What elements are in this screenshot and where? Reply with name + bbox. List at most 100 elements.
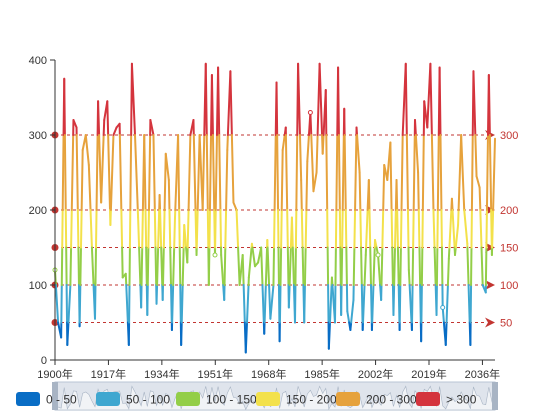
legend-label: 150 - 200 bbox=[286, 393, 337, 407]
series-line-segment bbox=[391, 246, 394, 286]
series-line-segment bbox=[247, 246, 253, 279]
series-line-segment bbox=[368, 209, 372, 249]
series-line-segment bbox=[261, 284, 265, 324]
legend-label: 100 - 150 bbox=[206, 393, 257, 407]
series-line-segment bbox=[109, 209, 112, 226]
series-line-segment bbox=[438, 66, 442, 136]
series-line-segment bbox=[146, 246, 150, 286]
series-line-segment bbox=[54, 284, 60, 324]
series-line-segment bbox=[138, 246, 142, 286]
series-line-segment bbox=[125, 284, 129, 324]
series-line-segment bbox=[396, 209, 399, 249]
series-line-segment bbox=[80, 149, 84, 211]
series-line-segment bbox=[219, 209, 223, 249]
series-line-segment bbox=[84, 134, 90, 166]
series-line-segment bbox=[208, 134, 213, 211]
series-line-segment bbox=[286, 209, 289, 249]
series-line-segment bbox=[353, 209, 357, 249]
series-line-segment bbox=[156, 246, 160, 286]
series-line-segment bbox=[275, 81, 279, 136]
series-line-segment bbox=[475, 175, 481, 189]
series-line-segment bbox=[106, 100, 110, 136]
series-line-segment bbox=[94, 246, 98, 286]
series-line-segment bbox=[195, 209, 199, 249]
series-line-segment bbox=[141, 209, 144, 249]
series-line-segment bbox=[272, 246, 276, 286]
series-line-segment bbox=[145, 246, 148, 286]
series-line-segment bbox=[171, 284, 175, 324]
series-line-segment bbox=[134, 134, 139, 211]
series-line-segment bbox=[398, 284, 402, 324]
series-line-segment bbox=[479, 209, 483, 249]
series-line-segment bbox=[344, 209, 348, 249]
x-tick-label: 2036年 bbox=[465, 367, 500, 381]
series-line-segment bbox=[169, 246, 172, 286]
series-line-segment bbox=[382, 164, 386, 211]
series-line-segment bbox=[235, 209, 240, 249]
series-line-segment bbox=[345, 246, 348, 286]
x-tick-label: 1951年 bbox=[198, 367, 233, 381]
series-line-segment bbox=[137, 216, 141, 249]
series-line-segment bbox=[417, 171, 420, 211]
series-line-segment bbox=[167, 179, 171, 211]
data-zoom-left-handle[interactable] bbox=[52, 382, 58, 410]
series-line-segment bbox=[284, 134, 289, 211]
visual-map-legend[interactable]: 0 - 50 50 - 100 100 - 150 150 - 200 200 - 30… bbox=[16, 392, 477, 407]
series-line-segment bbox=[77, 246, 80, 286]
series-line-segment bbox=[266, 246, 271, 286]
series-line-segment bbox=[224, 209, 228, 249]
series-layer bbox=[52, 62, 496, 354]
legend-item[interactable]: 50 - 100 bbox=[96, 392, 170, 407]
series-line-segment bbox=[220, 254, 225, 286]
series-line-segment bbox=[445, 284, 449, 324]
x-tick-label: 1968年 bbox=[251, 367, 286, 381]
legend-item[interactable]: 200 - 300 bbox=[336, 392, 417, 407]
series-line-segment bbox=[157, 209, 161, 249]
series-line-segment bbox=[372, 246, 376, 286]
series-line-segment bbox=[143, 134, 147, 211]
legend-swatch bbox=[256, 392, 280, 406]
series-line-segment bbox=[112, 126, 118, 136]
series-line-segment bbox=[325, 134, 329, 211]
x-tick-label: 1917年 bbox=[91, 367, 126, 381]
legend-item[interactable]: 100 - 150 bbox=[176, 392, 257, 407]
series-line-segment bbox=[162, 246, 165, 286]
series-line-segment bbox=[330, 276, 334, 286]
series-line-segment bbox=[447, 246, 451, 260]
series-line-segment bbox=[214, 134, 218, 211]
series-line-segment bbox=[154, 246, 158, 286]
series-line-segment bbox=[404, 62, 408, 136]
series-line-segment bbox=[278, 284, 282, 324]
data-point-marker bbox=[375, 252, 381, 258]
series-line-segment bbox=[421, 134, 425, 211]
series-line-segment bbox=[341, 209, 344, 249]
series-line-segment bbox=[414, 119, 417, 136]
series-line-segment bbox=[360, 246, 363, 286]
series-line-segment bbox=[328, 284, 333, 324]
data-zoom-right-handle[interactable] bbox=[492, 382, 498, 410]
legend-item[interactable]: 0 - 50 bbox=[16, 392, 77, 407]
series-line-segment bbox=[118, 134, 123, 211]
legend-label: 50 - 100 bbox=[126, 393, 170, 407]
mark-line-label: 200 bbox=[500, 205, 518, 217]
series-line-segment bbox=[178, 209, 181, 249]
series-line-segment bbox=[362, 284, 366, 324]
series-line-segment bbox=[286, 246, 290, 286]
series-line-segment bbox=[484, 246, 488, 286]
series-line-segment bbox=[405, 134, 409, 211]
y-tick-label: 300 bbox=[29, 130, 47, 142]
legend-swatch bbox=[16, 392, 40, 406]
series-line-segment bbox=[356, 134, 361, 174]
series-line-segment bbox=[485, 134, 489, 211]
series-line-segment bbox=[149, 119, 155, 136]
series-line-segment bbox=[448, 209, 453, 249]
series-line-segment bbox=[78, 284, 82, 324]
series-line-segment bbox=[305, 160, 309, 211]
series-line-segment bbox=[340, 246, 344, 286]
series-line-segment bbox=[181, 246, 185, 286]
series-line-segment bbox=[396, 246, 400, 286]
series-line-segment bbox=[395, 179, 399, 211]
legend-item[interactable]: 150 - 200 bbox=[256, 392, 337, 407]
legend-item[interactable]: > 300 bbox=[416, 392, 477, 407]
series-line-segment bbox=[451, 209, 456, 249]
